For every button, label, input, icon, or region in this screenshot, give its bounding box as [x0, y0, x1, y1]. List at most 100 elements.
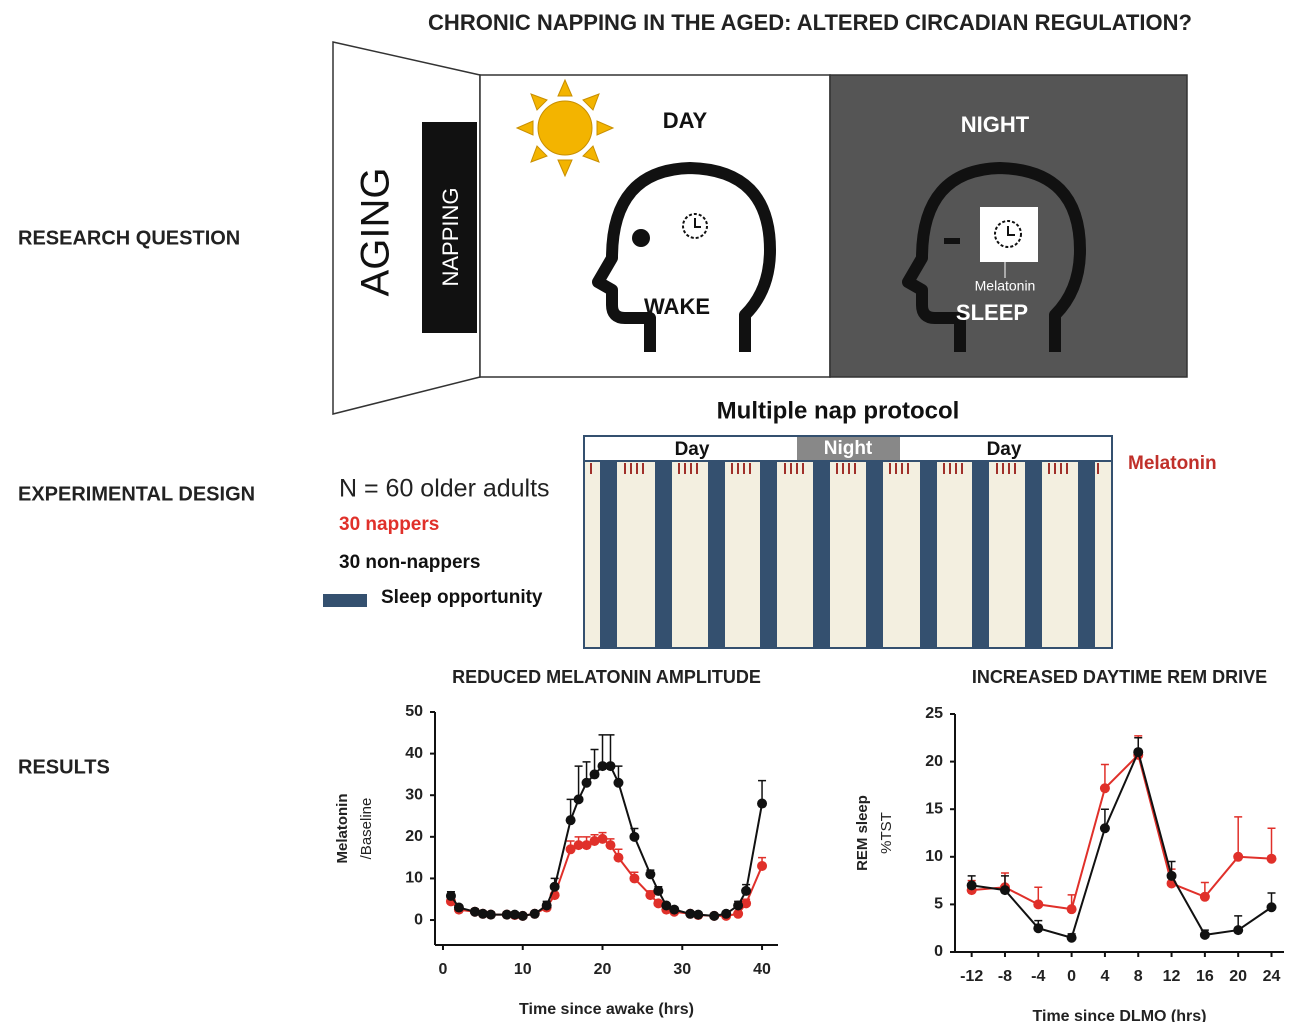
non-nappers-label: 30 non-nappers [339, 552, 480, 573]
data-point [1167, 871, 1177, 881]
sleep-label: SLEEP [956, 300, 1028, 325]
data-point [1200, 892, 1210, 902]
series-line [972, 752, 1272, 938]
y-tick-label: 5 [934, 896, 943, 913]
sample-size: N = 60 older adults [339, 475, 550, 503]
data-point [582, 778, 592, 788]
data-point [590, 769, 600, 779]
y-tick-label: 0 [414, 911, 423, 928]
row-label: RESULTS [18, 756, 110, 778]
data-point [486, 910, 496, 920]
sun-icon [517, 80, 613, 176]
x-tick-label: 0 [1067, 968, 1076, 985]
row-label: RESEARCH QUESTION [18, 227, 240, 249]
wake-label: WAKE [644, 294, 710, 319]
x-tick-label: -12 [960, 968, 983, 985]
sleep-bar [600, 462, 617, 647]
data-point [1067, 904, 1077, 914]
data-point [1000, 885, 1010, 895]
data-point [629, 832, 639, 842]
sleep-bar [866, 462, 883, 647]
data-point [598, 834, 608, 844]
data-point [645, 869, 655, 879]
data-point [1100, 823, 1110, 833]
series-line [451, 839, 762, 916]
y-tick-label: 10 [405, 870, 423, 887]
figure: CHRONIC NAPPING IN THE AGED: ALTERED CIR… [0, 0, 1291, 1022]
data-point [653, 886, 663, 896]
chart-title: INCREASED DAYTIME REM DRIVE [972, 667, 1267, 687]
error-bar [1234, 817, 1242, 857]
x-tick-label: 12 [1163, 968, 1181, 985]
x-tick-label: 0 [439, 961, 448, 978]
melatonin-label: Melatonin [975, 278, 1036, 294]
phase-label: Day [987, 439, 1022, 460]
data-point [1133, 747, 1143, 757]
x-tick-label: 10 [514, 961, 532, 978]
y-axis-label: /Baseline [358, 798, 375, 860]
phase-label: Day [675, 439, 710, 460]
y-tick-label: 10 [925, 848, 943, 865]
x-tick-label: 30 [673, 961, 691, 978]
sleep-bar [972, 462, 989, 647]
legend-swatch [323, 594, 367, 607]
data-point [542, 900, 552, 910]
data-point [530, 909, 540, 919]
data-point [605, 840, 615, 850]
nappers-label: 30 nappers [339, 514, 439, 535]
x-tick-label: 8 [1134, 968, 1143, 985]
data-point [693, 910, 703, 920]
y-tick-label: 20 [405, 828, 423, 845]
x-tick-label: 20 [594, 961, 612, 978]
x-axis-label: Time since DLMO (hrs) [1033, 1008, 1207, 1022]
sleep-bar [1025, 462, 1042, 647]
y-tick-label: 0 [934, 943, 943, 960]
aging-label: AGING [354, 168, 398, 297]
data-point [741, 886, 751, 896]
napping-label: NAPPING [438, 187, 463, 286]
legend-label: Sleep opportunity [381, 587, 543, 608]
data-point [454, 903, 464, 913]
figure-title: CHRONIC NAPPING IN THE AGED: ALTERED CIR… [428, 10, 1192, 35]
y-axis-label: %TST [878, 812, 895, 854]
data-point [757, 799, 767, 809]
protocol-title: Multiple nap protocol [717, 397, 960, 424]
data-point [721, 909, 731, 919]
x-tick-label: -4 [1031, 968, 1045, 985]
night-label: NIGHT [961, 112, 1030, 137]
y-tick-label: 40 [405, 745, 423, 762]
data-point [669, 905, 679, 915]
y-axis-label: Melatonin [334, 794, 351, 864]
series-line [972, 755, 1272, 909]
data-point [1267, 902, 1277, 912]
day-label: DAY [663, 108, 708, 133]
data-point [1233, 852, 1243, 862]
sleep-bar [655, 462, 672, 647]
x-tick-label: 16 [1196, 968, 1214, 985]
y-tick-label: 15 [925, 800, 943, 817]
data-point [733, 900, 743, 910]
data-point [629, 873, 639, 883]
data-point [1267, 854, 1277, 864]
y-tick-label: 20 [925, 753, 943, 770]
row-label: EXPERIMENTAL DESIGN [18, 483, 255, 505]
sleep-bar [760, 462, 777, 647]
data-point [757, 861, 767, 871]
data-point [574, 794, 584, 804]
y-axis-label: REM sleep [854, 795, 871, 871]
y-tick-label: 30 [405, 786, 423, 803]
sleep-bar [813, 462, 830, 647]
phase-label: Night [824, 438, 873, 459]
sleep-bar [920, 462, 937, 647]
data-point [550, 882, 560, 892]
data-point [1033, 899, 1043, 909]
x-axis-label: Time since awake (hrs) [519, 1001, 694, 1018]
data-point [1200, 930, 1210, 940]
x-tick-label: 20 [1229, 968, 1247, 985]
sleep-bar [1078, 462, 1095, 647]
x-tick-label: 4 [1100, 968, 1109, 985]
data-point [1233, 925, 1243, 935]
data-point [1067, 933, 1077, 943]
eye-dot [632, 229, 650, 247]
y-tick-label: 50 [405, 703, 423, 720]
